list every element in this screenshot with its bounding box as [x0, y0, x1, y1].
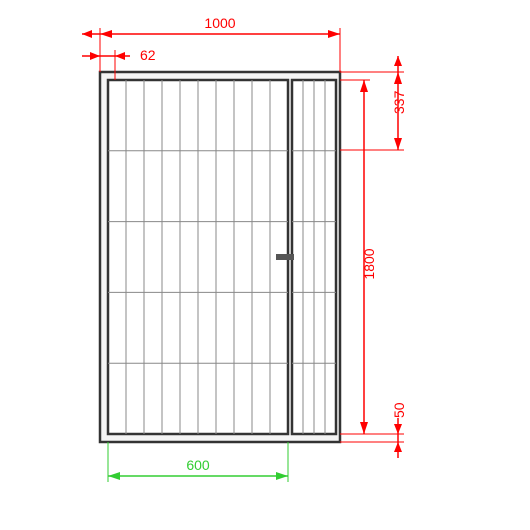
dim-width-total: 1000 [82, 15, 340, 72]
dim-right-top: 337 [340, 56, 407, 150]
latch [276, 254, 294, 260]
dim-right-bottom-text: 50 [391, 402, 407, 418]
dim-bottom-door-text: 600 [186, 457, 210, 473]
dim-offset-left-text: 62 [140, 47, 156, 63]
dim-right-main-text: 1800 [361, 248, 377, 279]
technical-drawing: 1000 62 337 1800 50 [0, 0, 530, 530]
dim-width-total-text: 1000 [204, 15, 235, 31]
dim-right-top-text: 337 [391, 90, 407, 114]
dim-bottom-door: 600 [108, 442, 288, 482]
dim-right-main: 1800 [340, 80, 377, 434]
dim-right-bottom: 50 [340, 402, 407, 458]
